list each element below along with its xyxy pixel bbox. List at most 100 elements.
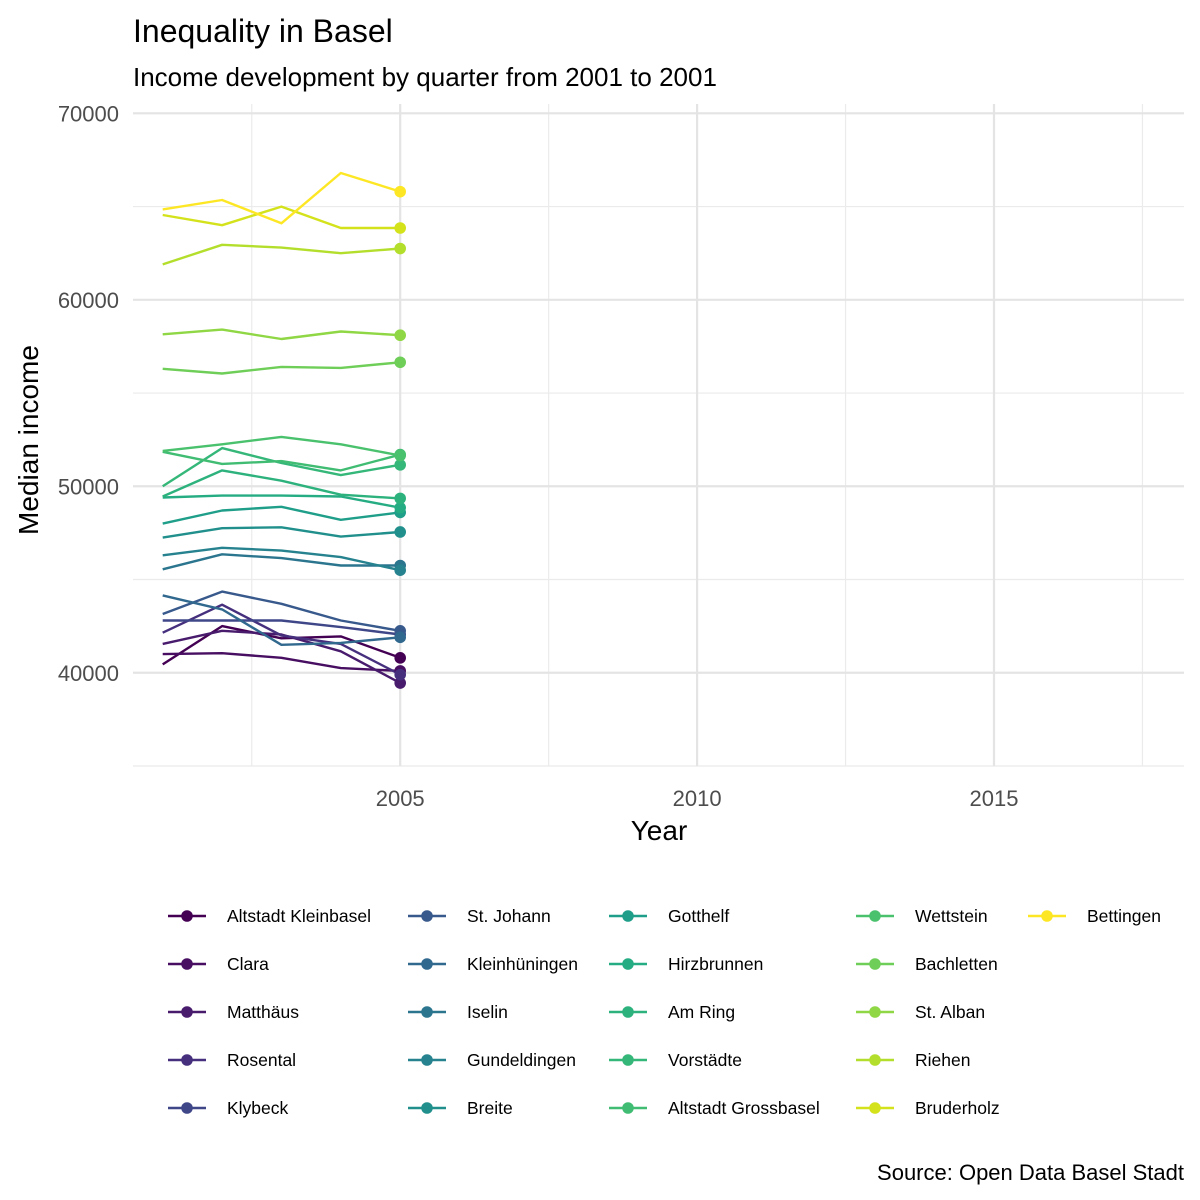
legend-item: Rosental	[168, 1050, 296, 1070]
chart-subtitle: Income development by quarter from 2001 …	[133, 62, 717, 92]
legend-label: Bruderholz	[915, 1098, 1000, 1118]
series-end-point	[394, 185, 407, 198]
legend-key-point	[421, 1054, 433, 1066]
series-end-point	[394, 668, 407, 681]
legend-item: Hirzbrunnen	[609, 954, 763, 974]
x-tick-label: 2010	[673, 786, 722, 811]
y-axis-tick-labels: 40000 50000 60000 70000	[58, 101, 119, 685]
legend-label: Altstadt Kleinbasel	[227, 906, 371, 926]
legend-key-point	[181, 1006, 193, 1018]
legend-key-point	[181, 958, 193, 970]
series-end-point	[394, 492, 407, 505]
series-line	[162, 328, 401, 341]
legend-item: Altstadt Grossbasel	[609, 1098, 820, 1118]
x-axis-tick-labels: 2005 2010 2015	[376, 786, 1019, 811]
legend-key-point	[421, 958, 433, 970]
legend-label: St. Alban	[915, 1002, 985, 1022]
legend-item: Altstadt Kleinbasel	[168, 906, 371, 926]
legend-item: Matthäus	[168, 1002, 299, 1022]
series-end-point	[394, 652, 407, 664]
legend-key-point	[421, 1102, 433, 1114]
x-axis-title: Year	[631, 815, 688, 846]
series-line	[162, 505, 401, 525]
legend-item: Gundeldingen	[408, 1050, 576, 1070]
y-tick-label: 70000	[58, 101, 119, 126]
legend-item: Breite	[408, 1098, 513, 1118]
series-line	[162, 450, 401, 472]
x-tick-label: 2015	[970, 786, 1019, 811]
legend-key-point	[869, 1006, 881, 1018]
legend-label: Wettstein	[915, 906, 988, 926]
legend-label: Kleinhüningen	[467, 954, 578, 974]
legend-label: Altstadt Grossbasel	[668, 1098, 820, 1118]
legend-item: Riehen	[856, 1050, 970, 1070]
legend-label: Breite	[467, 1098, 513, 1118]
chart-title: Inequality in Basel	[133, 13, 393, 49]
legend-item: Kleinhüningen	[408, 954, 578, 974]
legend-item: Vorstädte	[609, 1050, 742, 1070]
series-line	[162, 624, 401, 666]
legend-item: St. Alban	[856, 1002, 985, 1022]
series-end-point	[394, 222, 407, 234]
series-line	[162, 361, 401, 375]
legend-key-point	[622, 910, 634, 922]
legend-key-point	[1041, 910, 1053, 922]
legend-item: Bachletten	[856, 954, 998, 974]
legend-key-point	[181, 910, 193, 922]
legend-label: St. Johann	[467, 906, 551, 926]
legend-label: Gotthelf	[668, 906, 729, 926]
legend-label: Rosental	[227, 1050, 296, 1070]
series-line	[162, 594, 401, 646]
legend-label: Hirzbrunnen	[668, 954, 763, 974]
legend-item: Wettstein	[856, 906, 988, 926]
legend-key-point	[869, 958, 881, 970]
series-end-point	[394, 356, 407, 369]
legend-label: Am Ring	[668, 1002, 735, 1022]
y-tick-label: 40000	[58, 661, 119, 686]
legend-item: Iselin	[408, 1002, 508, 1022]
legend-key-point	[421, 1006, 433, 1018]
legend-key-point	[622, 1006, 634, 1018]
legend-label: Iselin	[467, 1002, 508, 1022]
chart-caption: Source: Open Data Basel Stadt	[877, 1160, 1184, 1185]
y-tick-label: 50000	[58, 474, 119, 499]
series-end-point	[394, 449, 407, 462]
legend-item: Bettingen	[1028, 906, 1161, 926]
series-line	[162, 435, 401, 457]
y-tick-label: 60000	[58, 288, 119, 313]
legend-item: Bruderholz	[856, 1098, 1000, 1118]
series-line	[162, 526, 401, 539]
series-end-point	[394, 329, 407, 342]
legend-label: Klybeck	[227, 1098, 289, 1118]
series-line	[162, 469, 401, 500]
legend-key-point	[181, 1102, 193, 1114]
legend: Altstadt Kleinbasel Clara Matthäus Rosental…	[168, 906, 1161, 1118]
series-line	[162, 652, 401, 673]
series-line	[162, 553, 401, 571]
legend-label: Bettingen	[1087, 906, 1161, 926]
series-line	[162, 171, 401, 225]
series-end-point	[394, 677, 407, 689]
series-line	[162, 619, 401, 636]
series-end-point	[394, 631, 407, 644]
series-line	[162, 546, 401, 572]
legend-key-point	[869, 910, 881, 922]
legend-label: Gundeldingen	[467, 1050, 576, 1070]
legend-label: Vorstädte	[668, 1050, 742, 1070]
series-end-point	[394, 526, 407, 538]
legend-key-point	[622, 958, 634, 970]
legend-key-point	[622, 1102, 634, 1114]
legend-key-point	[869, 1054, 881, 1066]
series-end-point	[394, 501, 407, 514]
legend-label: Bachletten	[915, 954, 998, 974]
series-line	[162, 243, 401, 266]
legend-label: Clara	[227, 954, 269, 974]
legend-item: St. Johann	[408, 906, 551, 926]
x-tick-label: 2005	[376, 786, 425, 811]
series-line	[162, 603, 401, 676]
y-axis-title: Median income	[13, 345, 44, 535]
series-end-point	[394, 564, 407, 576]
series-end-points	[394, 185, 407, 689]
series-end-point	[394, 459, 407, 471]
